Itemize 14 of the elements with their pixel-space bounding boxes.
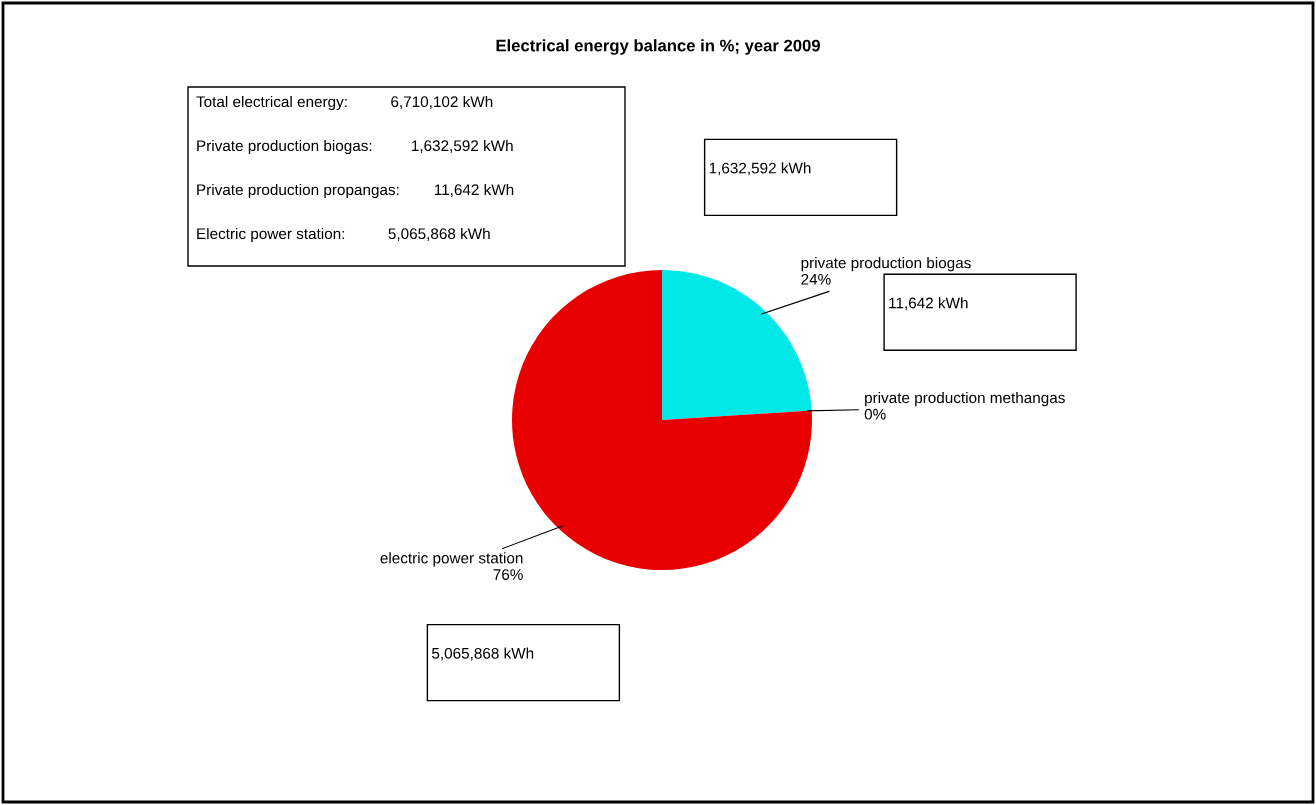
text: 11,642 kWh [889,297,968,311]
text: Electric power station: 5,065,868 kWh [197,227,490,243]
slice-label: private production biogas [801,257,971,272]
data-label: 24% [801,273,831,285]
chart-title: Electrical energy balance in %; year 2009 [496,39,820,55]
text: Private production propangas: 11,642 kWh [197,183,514,199]
slice-label: electric power station [380,552,523,567]
category-label: private production methangas [865,391,1065,407]
text: 1,632,592 kWh [709,162,811,176]
data-label: 76% [493,569,523,580]
text: 0% [864,408,886,420]
text: Total electrical energy: 6,710,102 kWh [196,95,493,111]
text: 5,065,868 kWh [431,647,534,661]
text: Private production biogas: 1,632,592 kWh [197,139,513,155]
